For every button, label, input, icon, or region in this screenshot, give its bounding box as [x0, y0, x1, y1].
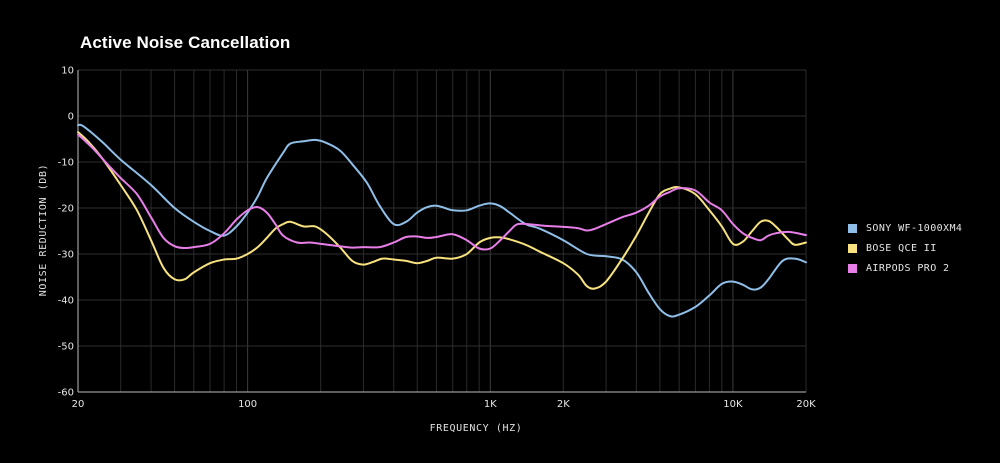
chart-title: Active Noise Cancellation: [80, 33, 291, 52]
y-axis-label: NOISE REDUCTION (DB): [38, 164, 49, 296]
legend-swatch: [848, 243, 857, 253]
legend-item: BOSE QCE II: [848, 238, 962, 258]
series-lines: [77, 123, 807, 318]
legend-swatch: [848, 263, 857, 273]
x-tick-label: 100: [238, 399, 257, 410]
legend-swatch: [848, 223, 857, 233]
y-tick-label: -50: [58, 342, 74, 353]
x-tick-label: 2K: [557, 399, 570, 410]
x-tick-label: 20: [72, 399, 85, 410]
axes: [77, 70, 806, 393]
series-line-airpods-pro-2: [77, 133, 807, 251]
legend-label: BOSE QCE II: [866, 242, 937, 254]
y-tick-label: 0: [68, 112, 74, 123]
legend: SONY WF-1000XM4 BOSE QCE II AIRPODS PRO 2: [848, 218, 962, 278]
legend-label: AIRPODS PRO 2: [866, 262, 950, 274]
series-line-bose-qce-ii: [77, 131, 807, 290]
x-tick-label: 10K: [723, 399, 743, 410]
x-tick-label: 20K: [796, 399, 816, 410]
x-tick-label: 1K: [484, 399, 497, 410]
y-tick-label: -40: [58, 296, 74, 307]
legend-label: SONY WF-1000XM4: [866, 222, 963, 234]
legend-item: SONY WF-1000XM4: [848, 218, 962, 238]
y-tick-label: 10: [61, 66, 74, 77]
grid-lines: [77, 69, 807, 393]
y-tick-label: -60: [58, 388, 74, 399]
y-tick-label: -20: [58, 204, 74, 215]
y-tick-label: -10: [58, 158, 74, 169]
y-tick-label: -30: [58, 250, 74, 261]
legend-item: AIRPODS PRO 2: [848, 258, 962, 278]
x-axis-label: FREQUENCY (HZ): [430, 423, 523, 434]
series-line-sony-wf-1000xm4: [77, 123, 807, 318]
